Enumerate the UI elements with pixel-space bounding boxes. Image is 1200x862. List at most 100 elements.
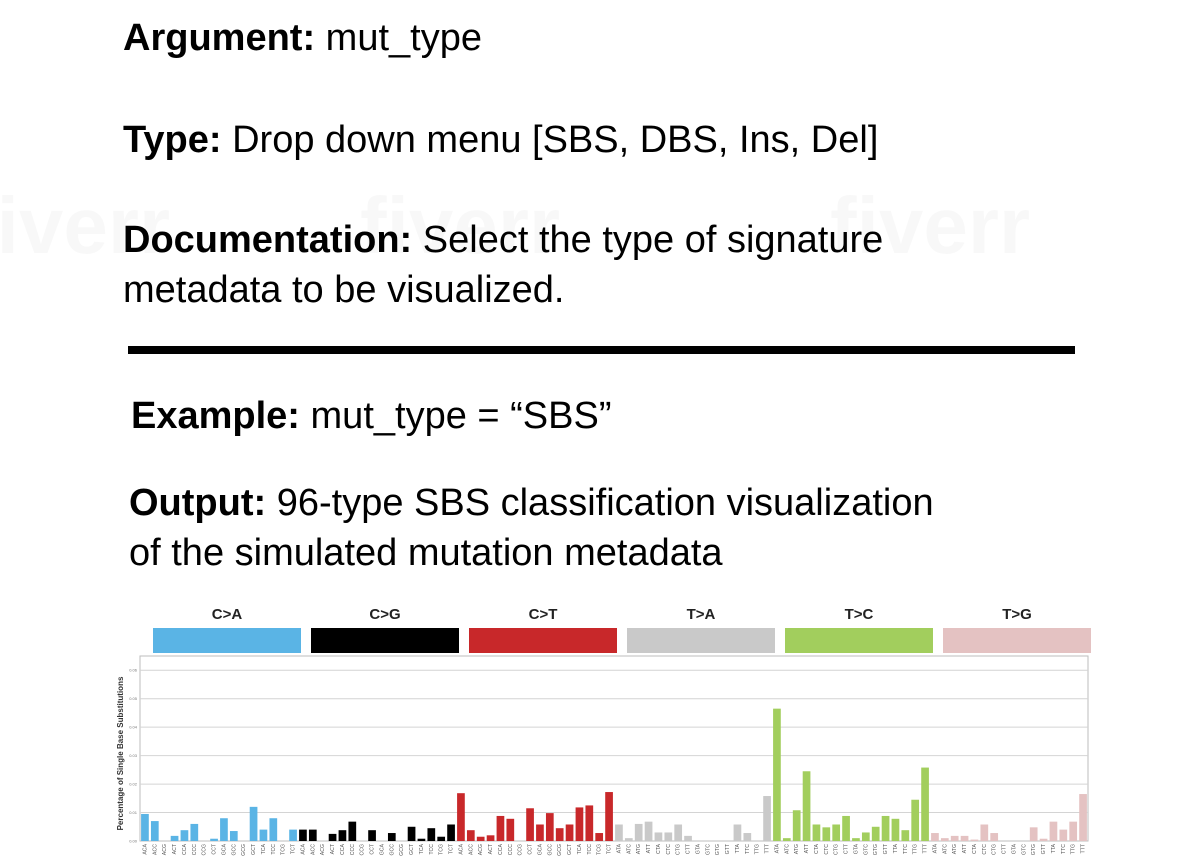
y-tick-label: 0.04 xyxy=(129,725,138,730)
bar xyxy=(931,833,939,841)
bar xyxy=(299,829,307,841)
x-tick-label: CCA xyxy=(182,843,188,854)
x-tick-label: GCC xyxy=(389,844,395,856)
x-tick-label: GCA xyxy=(537,843,543,855)
bar xyxy=(308,829,317,841)
x-tick-label: GCG xyxy=(241,844,247,856)
x-tick-label: GCT xyxy=(409,843,415,855)
bar xyxy=(368,830,376,841)
x-tick-label: ATG xyxy=(794,844,800,854)
output-text-1: 96-type SBS classification visualization xyxy=(276,482,934,524)
bar xyxy=(940,838,949,841)
example-label: Example: xyxy=(131,395,300,437)
bar xyxy=(437,836,446,841)
x-tick-label: TCG xyxy=(281,844,287,855)
output-line-1: Output: 96-type SBS classification visua… xyxy=(129,481,934,525)
x-tick-label: GTG xyxy=(1031,844,1037,855)
x-tick-label: ACA xyxy=(142,843,148,854)
bar xyxy=(417,838,426,841)
x-tick-label: GTG xyxy=(873,844,879,855)
group-bar-t-to-c xyxy=(785,628,933,653)
bar xyxy=(861,832,870,841)
x-tick-label: TTT xyxy=(923,843,929,853)
bar xyxy=(615,824,623,841)
bar xyxy=(980,824,989,841)
bar xyxy=(852,838,860,841)
x-tick-label: TCA xyxy=(419,843,425,854)
documentation-label: Documentation: xyxy=(123,219,413,261)
x-tick-label: ATG xyxy=(952,844,958,854)
x-tick-label: ACA xyxy=(458,843,464,854)
bar xyxy=(407,826,416,841)
type-line: Type: Drop down menu [SBS, DBS, Ins, Del… xyxy=(123,118,878,162)
x-tick-label: ATC xyxy=(626,844,632,854)
x-tick-label: GTC xyxy=(705,844,711,855)
bar xyxy=(664,832,673,841)
x-tick-label: CCC xyxy=(192,844,198,855)
bar xyxy=(1079,794,1087,841)
bar xyxy=(249,806,258,841)
group-bar-c-to-t xyxy=(469,628,617,653)
x-tick-label: CTG xyxy=(834,844,840,855)
bar xyxy=(536,824,544,841)
x-tick-label: GTT xyxy=(1041,843,1047,854)
x-tick-label: TCA xyxy=(577,843,583,854)
x-tick-label: ATT xyxy=(962,843,968,853)
x-tick-label: GTC xyxy=(1021,844,1027,855)
y-tick-label: 0.00 xyxy=(129,839,138,844)
x-tick-label: GTT xyxy=(883,843,889,854)
bar xyxy=(1029,827,1038,841)
bar xyxy=(782,838,791,841)
x-tick-label: ACG xyxy=(162,844,168,855)
x-tick-label: CTT xyxy=(844,843,850,854)
x-tick-label: ATT xyxy=(646,843,652,853)
bar xyxy=(881,815,890,841)
bar xyxy=(950,835,959,841)
x-tick-label: ATG xyxy=(636,844,642,854)
x-tick-label: CCA xyxy=(340,843,346,854)
bar xyxy=(970,839,979,841)
bar xyxy=(624,838,633,841)
bar xyxy=(170,835,179,841)
x-tick-label: GTA xyxy=(695,843,701,854)
x-tick-label: ATC xyxy=(784,844,790,854)
bar xyxy=(773,708,781,841)
bar xyxy=(871,826,880,841)
x-tick-label: ACC xyxy=(152,844,158,855)
bar xyxy=(911,799,920,841)
x-tick-label: CTC xyxy=(666,844,672,855)
x-tick-label: CCC xyxy=(350,844,356,855)
x-tick-label: GCC xyxy=(231,844,237,856)
bar xyxy=(476,836,485,841)
bar xyxy=(348,821,357,841)
section-divider xyxy=(128,346,1075,354)
bar xyxy=(822,827,831,841)
output-label: Output: xyxy=(129,482,267,524)
x-tick-label: ACC xyxy=(310,844,316,855)
x-tick-label: ATA xyxy=(932,843,938,853)
bar xyxy=(605,792,613,841)
group-label: T>C xyxy=(845,606,874,623)
bar xyxy=(634,823,643,841)
bar xyxy=(180,830,189,841)
x-tick-label: GTT xyxy=(725,843,731,854)
x-tick-label: TTG xyxy=(1071,844,1077,854)
x-tick-label: ATT xyxy=(804,843,810,853)
x-tick-label: CTA xyxy=(656,843,662,854)
bar xyxy=(1049,821,1058,841)
x-tick-label: ACG xyxy=(478,844,484,855)
documentation-text-2: metadata to be visualized. xyxy=(123,269,565,311)
group-label: C>T xyxy=(529,606,558,623)
bar xyxy=(1069,821,1078,841)
example-line: Example: mut_type = “SBS” xyxy=(131,394,612,438)
bar xyxy=(506,818,515,841)
x-tick-label: ACA xyxy=(300,843,306,854)
type-label: Type: xyxy=(123,119,222,161)
x-tick-label: TTA xyxy=(893,843,899,853)
documentation-text-1: Select the type of signature xyxy=(422,219,884,261)
x-tick-label: CCA xyxy=(498,843,504,854)
x-tick-label: CTA xyxy=(972,843,978,854)
x-tick-label: TCG xyxy=(597,844,603,855)
x-tick-label: TTA xyxy=(1051,843,1057,853)
bar xyxy=(190,823,199,841)
